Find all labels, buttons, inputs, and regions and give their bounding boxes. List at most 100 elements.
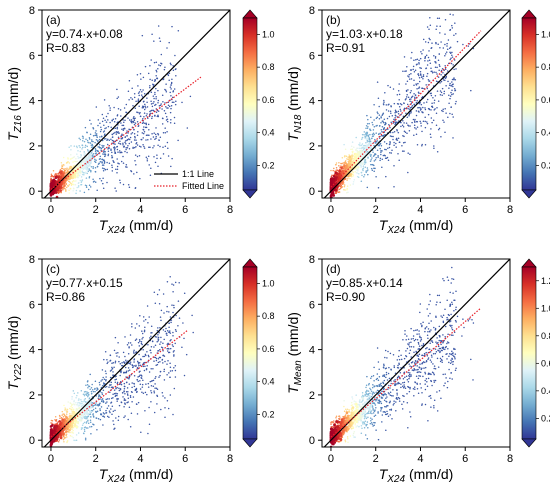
scatter-point: [119, 181, 122, 184]
scatter-point: [88, 176, 91, 179]
scatter-point: [361, 427, 363, 429]
scatter-point: [67, 401, 69, 403]
scatter-point: [125, 147, 127, 149]
scatter-point: [164, 406, 166, 409]
scatter-point: [351, 156, 354, 159]
scatter-point: [363, 160, 366, 162]
scatter-point: [116, 400, 118, 402]
scatter-point: [407, 75, 409, 77]
scatter-point: [438, 69, 440, 72]
scatter-point: [79, 150, 82, 153]
scatter-point: [150, 389, 152, 392]
scatter-point: [346, 185, 349, 187]
scatter-point: [165, 327, 167, 330]
scatter-point: [371, 169, 374, 172]
scatter-point: [133, 119, 136, 121]
scatter-point: [73, 145, 76, 147]
scatter-point: [84, 397, 87, 400]
scatter-point: [86, 164, 90, 168]
scatter-point: [89, 142, 92, 144]
scatter-point: [54, 416, 57, 418]
scatter-point: [449, 58, 451, 61]
scatter-point: [123, 406, 125, 408]
scatter-point: [73, 175, 77, 179]
scatter-point: [97, 139, 99, 142]
scatter-point: [80, 389, 83, 392]
scatter-point: [126, 381, 128, 383]
scatter-point: [369, 128, 371, 130]
scatter-point: [451, 56, 454, 58]
scatter-point: [435, 62, 437, 64]
scatter-point: [159, 349, 161, 351]
scatter-point: [81, 424, 84, 427]
scatter-point: [155, 135, 157, 138]
scatter-point: [94, 141, 96, 144]
scatter-point: [155, 108, 158, 110]
scatter-point: [351, 154, 354, 157]
scatter-point: [105, 409, 107, 412]
scatter-point: [384, 123, 386, 126]
scatter-point: [158, 37, 161, 39]
scatter-point: [116, 168, 119, 171]
scatter-point: [146, 113, 148, 115]
scatter-point: [170, 94, 172, 97]
scatter-point: [83, 393, 85, 396]
scatter-point: [82, 400, 84, 403]
scatter-point: [164, 330, 167, 333]
scatter-point: [448, 0, 450, 1]
scatter-point: [332, 194, 336, 197]
scatter-point: [137, 124, 140, 127]
scatter-point: [79, 411, 82, 414]
scatter-point: [170, 81, 173, 84]
scatter-point: [112, 410, 115, 413]
scatter-point: [154, 387, 156, 389]
scatter-point: [62, 163, 65, 166]
colorbar: 0.20.40.60.81.0: [242, 9, 275, 199]
scatter-point: [116, 382, 119, 385]
scatter-point: [103, 167, 105, 170]
scatter-point: [51, 422, 53, 425]
scatter-point: [50, 173, 53, 176]
scatter-point: [369, 392, 371, 394]
y-tick-label: 2: [29, 390, 35, 402]
scatter-point: [94, 161, 97, 164]
scatter-point: [372, 151, 374, 154]
colorbar-tick-label: 0.6: [541, 95, 550, 105]
scatter-point: [112, 159, 114, 162]
scatter-point: [451, 328, 454, 331]
scatter-point: [109, 376, 112, 379]
scatter-point: [110, 148, 112, 150]
scatter-point: [416, 58, 419, 60]
scatter-point: [452, 354, 454, 356]
scatter-point: [425, 326, 428, 328]
scatter-point: [113, 161, 115, 164]
scatter-point: [90, 146, 93, 148]
scatter-point: [135, 391, 138, 393]
scatter-point: [428, 303, 430, 306]
scatter-point: [444, 131, 446, 134]
scatter-point: [414, 338, 417, 341]
scatter-point: [389, 110, 392, 112]
scatter-point: [98, 395, 100, 398]
scatter-point: [348, 155, 352, 158]
scatter-point: [94, 149, 97, 151]
scatter-point: [91, 388, 94, 391]
scatter-point: [119, 388, 122, 391]
scatter-point: [420, 108, 422, 110]
scatter-point: [168, 79, 170, 81]
scatter-point: [162, 329, 165, 331]
scatter-point: [63, 404, 65, 407]
scatter-point: [173, 350, 175, 352]
scatter-point: [64, 409, 66, 411]
scatter-point: [78, 401, 80, 404]
scatter-point: [407, 125, 410, 127]
scatter-point: [106, 168, 109, 171]
scatter-point: [71, 396, 73, 398]
scatter-point: [400, 103, 403, 106]
scatter-point: [79, 164, 82, 168]
scatter-point: [125, 164, 128, 166]
scatter-point: [138, 345, 141, 347]
scatter-point: [403, 135, 405, 138]
scatter-point: [378, 118, 381, 120]
